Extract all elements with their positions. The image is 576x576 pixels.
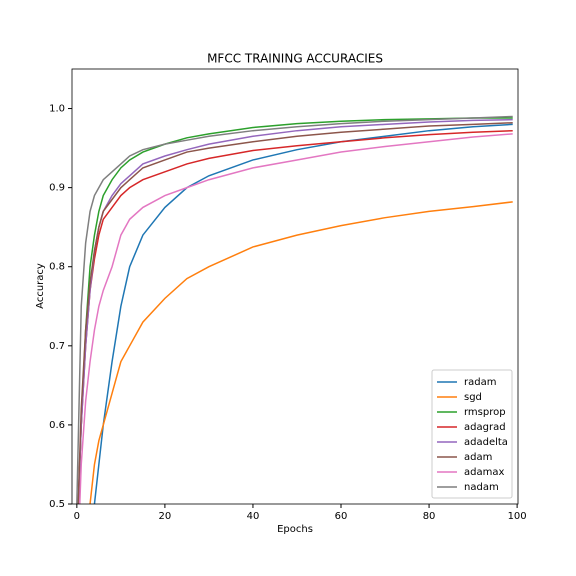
y-tick-label: 0.7 [49,341,65,352]
y-tick-label: 0.6 [49,420,65,431]
x-tick-label: 60 [335,511,348,522]
series-line [76,115,513,504]
legend-label: adadelta [464,437,508,448]
legend-label: adagrad [464,422,506,433]
series-line [89,201,513,504]
y-tick-label: 1.0 [49,104,65,115]
series-line [77,122,513,504]
legend-label: rmsprop [464,407,506,418]
legend-label: radam [464,377,496,388]
legend-label: sgd [464,392,482,403]
y-tick-label: 0.8 [49,262,65,273]
legend-box [431,369,513,499]
plot-lines [76,115,513,504]
x-tick-label: 80 [423,511,436,522]
plot-frame [71,68,519,505]
series-line [93,123,513,504]
y-axis-label: Accuracy [35,263,46,309]
y-tick-label: 0.9 [49,183,65,194]
x-tick-label: 40 [247,511,260,522]
chart-title: MFCC TRAINING ACCURACIES [207,52,383,66]
x-axis-label: Epochs [277,524,313,535]
series-line [77,117,513,504]
x-tick-label: 100 [508,511,527,522]
x-tick-label: 20 [159,511,172,522]
y-tick-label: 0.5 [49,499,65,510]
x-tick-label: 0 [74,511,80,522]
series-line [79,133,513,504]
legend-label: nadam [464,482,499,493]
legend-label: adamax [464,467,504,478]
legend-label: adam [464,452,492,463]
